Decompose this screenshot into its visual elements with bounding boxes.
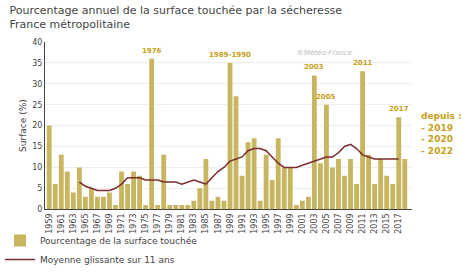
svg-text:Moyenne glissante sur 11 ans: Moyenne glissante sur 11 ans	[40, 255, 175, 265]
svg-text:1987: 1987	[214, 213, 223, 233]
svg-text:1959: 1959	[45, 213, 54, 233]
svg-text:25: 25	[32, 101, 42, 110]
svg-text:30: 30	[32, 80, 42, 89]
svg-text:0: 0	[37, 205, 42, 214]
svg-text:1993: 1993	[250, 213, 259, 233]
svg-text:Pourcentage annuel de la surfa: Pourcentage annuel de la surface touchée…	[9, 4, 342, 31]
svg-text:1961: 1961	[57, 213, 66, 233]
svg-text:2007: 2007	[334, 213, 343, 233]
svg-text:1963: 1963	[69, 213, 78, 233]
svg-text:1989: 1989	[226, 213, 235, 233]
svg-text:1976: 1976	[142, 47, 162, 55]
svg-text:2005: 2005	[322, 213, 331, 233]
svg-text:1991: 1991	[238, 213, 247, 233]
svg-text:depuis :- 2019- 2020- 2022: depuis :- 2019- 2020- 2022	[421, 111, 462, 156]
svg-text:Pourcentage de la surface touc: Pourcentage de la surface touchée	[40, 236, 197, 246]
svg-text:1977: 1977	[153, 213, 162, 233]
svg-text:1997: 1997	[274, 213, 283, 233]
svg-text:1999: 1999	[286, 213, 295, 233]
svg-text:1983: 1983	[189, 213, 198, 233]
svg-text:2001: 2001	[298, 213, 307, 233]
svg-text:Surface (%): Surface (%)	[18, 99, 28, 152]
svg-text:2015: 2015	[382, 213, 391, 233]
svg-text:1995: 1995	[262, 213, 271, 233]
svg-text:1981: 1981	[177, 213, 186, 233]
svg-text:40: 40	[32, 38, 42, 47]
svg-text:2005: 2005	[316, 93, 336, 101]
svg-text:2017: 2017	[394, 213, 403, 233]
svg-text:1989-1990: 1989-1990	[209, 51, 251, 59]
svg-text:1975: 1975	[141, 213, 150, 233]
svg-text:2011: 2011	[353, 59, 373, 67]
svg-text:2017: 2017	[389, 105, 409, 113]
svg-text:1965: 1965	[81, 213, 90, 233]
svg-text:10: 10	[32, 163, 42, 172]
svg-text:2003: 2003	[310, 213, 319, 233]
svg-text:2013: 2013	[370, 213, 379, 233]
svg-text:2009: 2009	[346, 213, 355, 233]
svg-text:1973: 1973	[129, 213, 138, 233]
svg-text:5: 5	[37, 184, 42, 193]
svg-text:15: 15	[32, 142, 42, 151]
svg-text:1985: 1985	[202, 213, 211, 233]
svg-text:35: 35	[32, 59, 42, 68]
svg-text:1971: 1971	[117, 213, 126, 233]
svg-text:2003: 2003	[304, 63, 324, 71]
svg-text:1967: 1967	[93, 213, 102, 233]
svg-text:1969: 1969	[105, 213, 114, 233]
svg-text:1979: 1979	[165, 213, 174, 233]
svg-text:©Météo-France: ©Météo-France	[297, 49, 352, 57]
svg-text:20: 20	[32, 121, 42, 130]
svg-text:2011: 2011	[358, 213, 367, 233]
